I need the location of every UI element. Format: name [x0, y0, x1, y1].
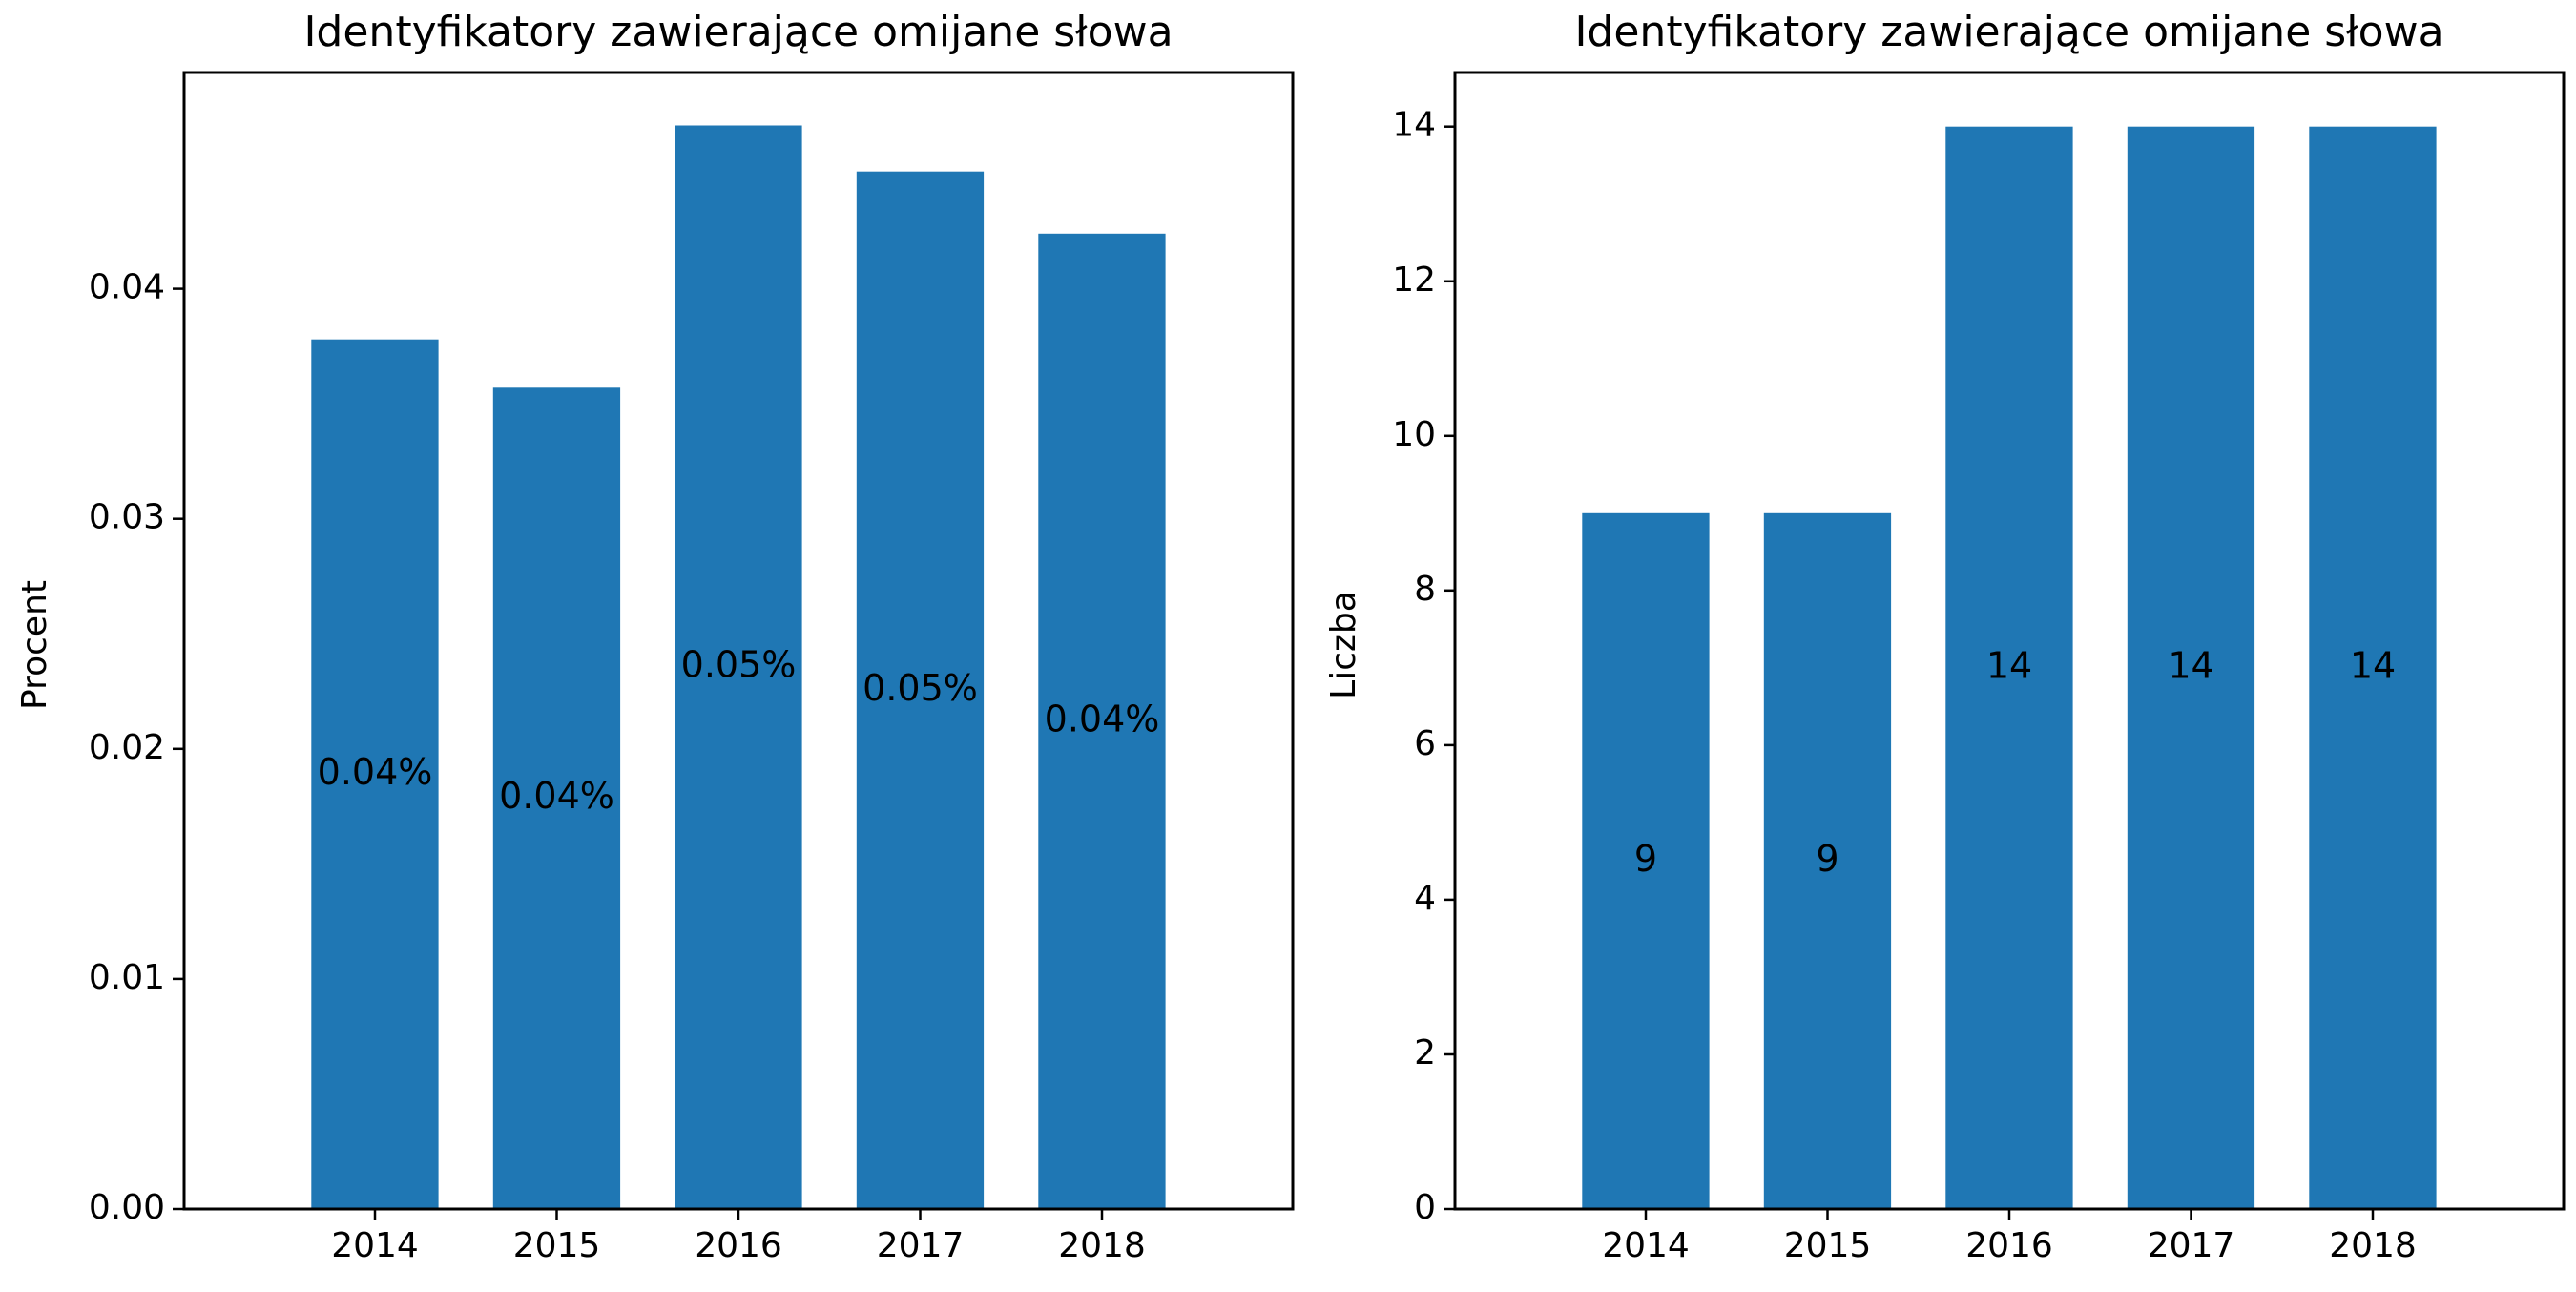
percent-chart-bar-2014: [311, 339, 439, 1209]
percent-chart-y-ticks: 0.00 0.01 0.02 0.03 0.04: [89, 268, 184, 1227]
percent-chart-y-tick-label-0.03: 0.03: [89, 498, 165, 537]
count-chart-bar-labels: 9 9 14 14 14: [1634, 644, 2396, 880]
count-chart-bar-label-2017: 14: [2168, 644, 2213, 686]
percent-chart-bar-label-2016: 0.05%: [681, 644, 797, 686]
percent-chart-bar-label-2018: 0.04%: [1045, 698, 1160, 740]
percent-chart-x-tick-label-2017: 2017: [877, 1226, 965, 1265]
percent-chart-bar-label-2014: 0.04%: [318, 751, 433, 793]
percent-chart-plot-frame: [182, 71, 1295, 1211]
count-chart-bar-2017: [2127, 126, 2255, 1210]
percent-chart-y-tick-label-0.00: 0.00: [89, 1188, 165, 1227]
percent-chart-y-tick-label-0.04: 0.04: [89, 268, 165, 307]
count-chart-bar-label-2014: 9: [1634, 838, 1657, 880]
count-chart-x-tick-label-2016: 2016: [1965, 1226, 2053, 1265]
percent-chart-bar-labels: 0.04% 0.04% 0.05% 0.05% 0.04%: [318, 644, 1160, 817]
count-chart-y-axis-label: Liczba: [1324, 591, 1363, 699]
percent-chart-bar-2016: [675, 125, 802, 1209]
count-chart-y-tick-label-0: 0: [1414, 1188, 1436, 1227]
percent-chart-y-tick-label-0.02: 0.02: [89, 728, 165, 767]
percent-chart-x-tick-label-2018: 2018: [1058, 1226, 1146, 1265]
percent-chart-x-tick-label-2016: 2016: [695, 1226, 782, 1265]
count-chart-bar-2015: [1763, 512, 1892, 1209]
count-chart-bar-2014: [1582, 512, 1710, 1209]
count-chart-y-tick-label-12: 12: [1392, 260, 1436, 300]
percent-chart-bar-2018: [1038, 233, 1166, 1210]
percent-chart: Identyfikatory zawierające omijane słowa…: [15, 8, 1295, 1265]
percent-chart-x-ticks: 2014 2015 2016 2017 2018: [331, 1209, 1146, 1265]
count-chart-y-tick-label-6: 6: [1414, 724, 1436, 763]
percent-chart-bar-label-2015: 0.04%: [499, 775, 614, 817]
percent-chart-bar-label-2017: 0.05%: [862, 667, 978, 709]
count-chart-x-tick-label-2014: 2014: [1602, 1226, 1690, 1265]
count-chart-y-tick-label-8: 8: [1414, 570, 1436, 609]
count-chart-x-tick-label-2017: 2017: [2148, 1226, 2235, 1265]
percent-chart-title: Identyfikatory zawierające omijane słowa: [303, 8, 1173, 56]
count-chart-bars: [1582, 126, 2437, 1210]
count-chart-x-ticks: 2014 2015 2016 2017 2018: [1602, 1209, 2417, 1265]
count-chart-bar-label-2015: 9: [1816, 838, 1839, 880]
percent-chart-bar-2017: [856, 171, 985, 1210]
count-chart-y-tick-label-14: 14: [1392, 106, 1436, 145]
count-chart-bar-2016: [1945, 126, 2073, 1210]
count-chart-bar-label-2018: 14: [2350, 644, 2396, 686]
percent-chart-bar-2015: [492, 387, 621, 1209]
count-chart-x-tick-label-2015: 2015: [1784, 1226, 1872, 1265]
count-chart-y-tick-label-2: 2: [1414, 1033, 1436, 1073]
count-chart-x-tick-label-2018: 2018: [2329, 1226, 2417, 1265]
percent-chart-y-axis-label: Procent: [15, 580, 54, 710]
count-chart: Identyfikatory zawierające omijane słowa…: [1324, 8, 2566, 1265]
count-chart-y-tick-label-10: 10: [1392, 415, 1436, 454]
percent-chart-x-tick-label-2014: 2014: [331, 1226, 419, 1265]
count-chart-y-tick-label-4: 4: [1414, 879, 1436, 918]
count-chart-y-ticks: 0 2 4 6 8 10 12 14: [1392, 106, 1455, 1227]
percent-chart-bars: [311, 125, 1166, 1210]
count-chart-title: Identyfikatory zawierające omijane słowa: [1574, 8, 2443, 56]
count-chart-bar-2018: [2309, 126, 2437, 1210]
count-chart-plot-frame: [1453, 71, 2566, 1211]
count-chart-bar-label-2016: 14: [1986, 644, 2032, 686]
percent-chart-x-tick-label-2015: 2015: [513, 1226, 601, 1265]
percent-chart-y-tick-label-0.01: 0.01: [89, 958, 165, 997]
